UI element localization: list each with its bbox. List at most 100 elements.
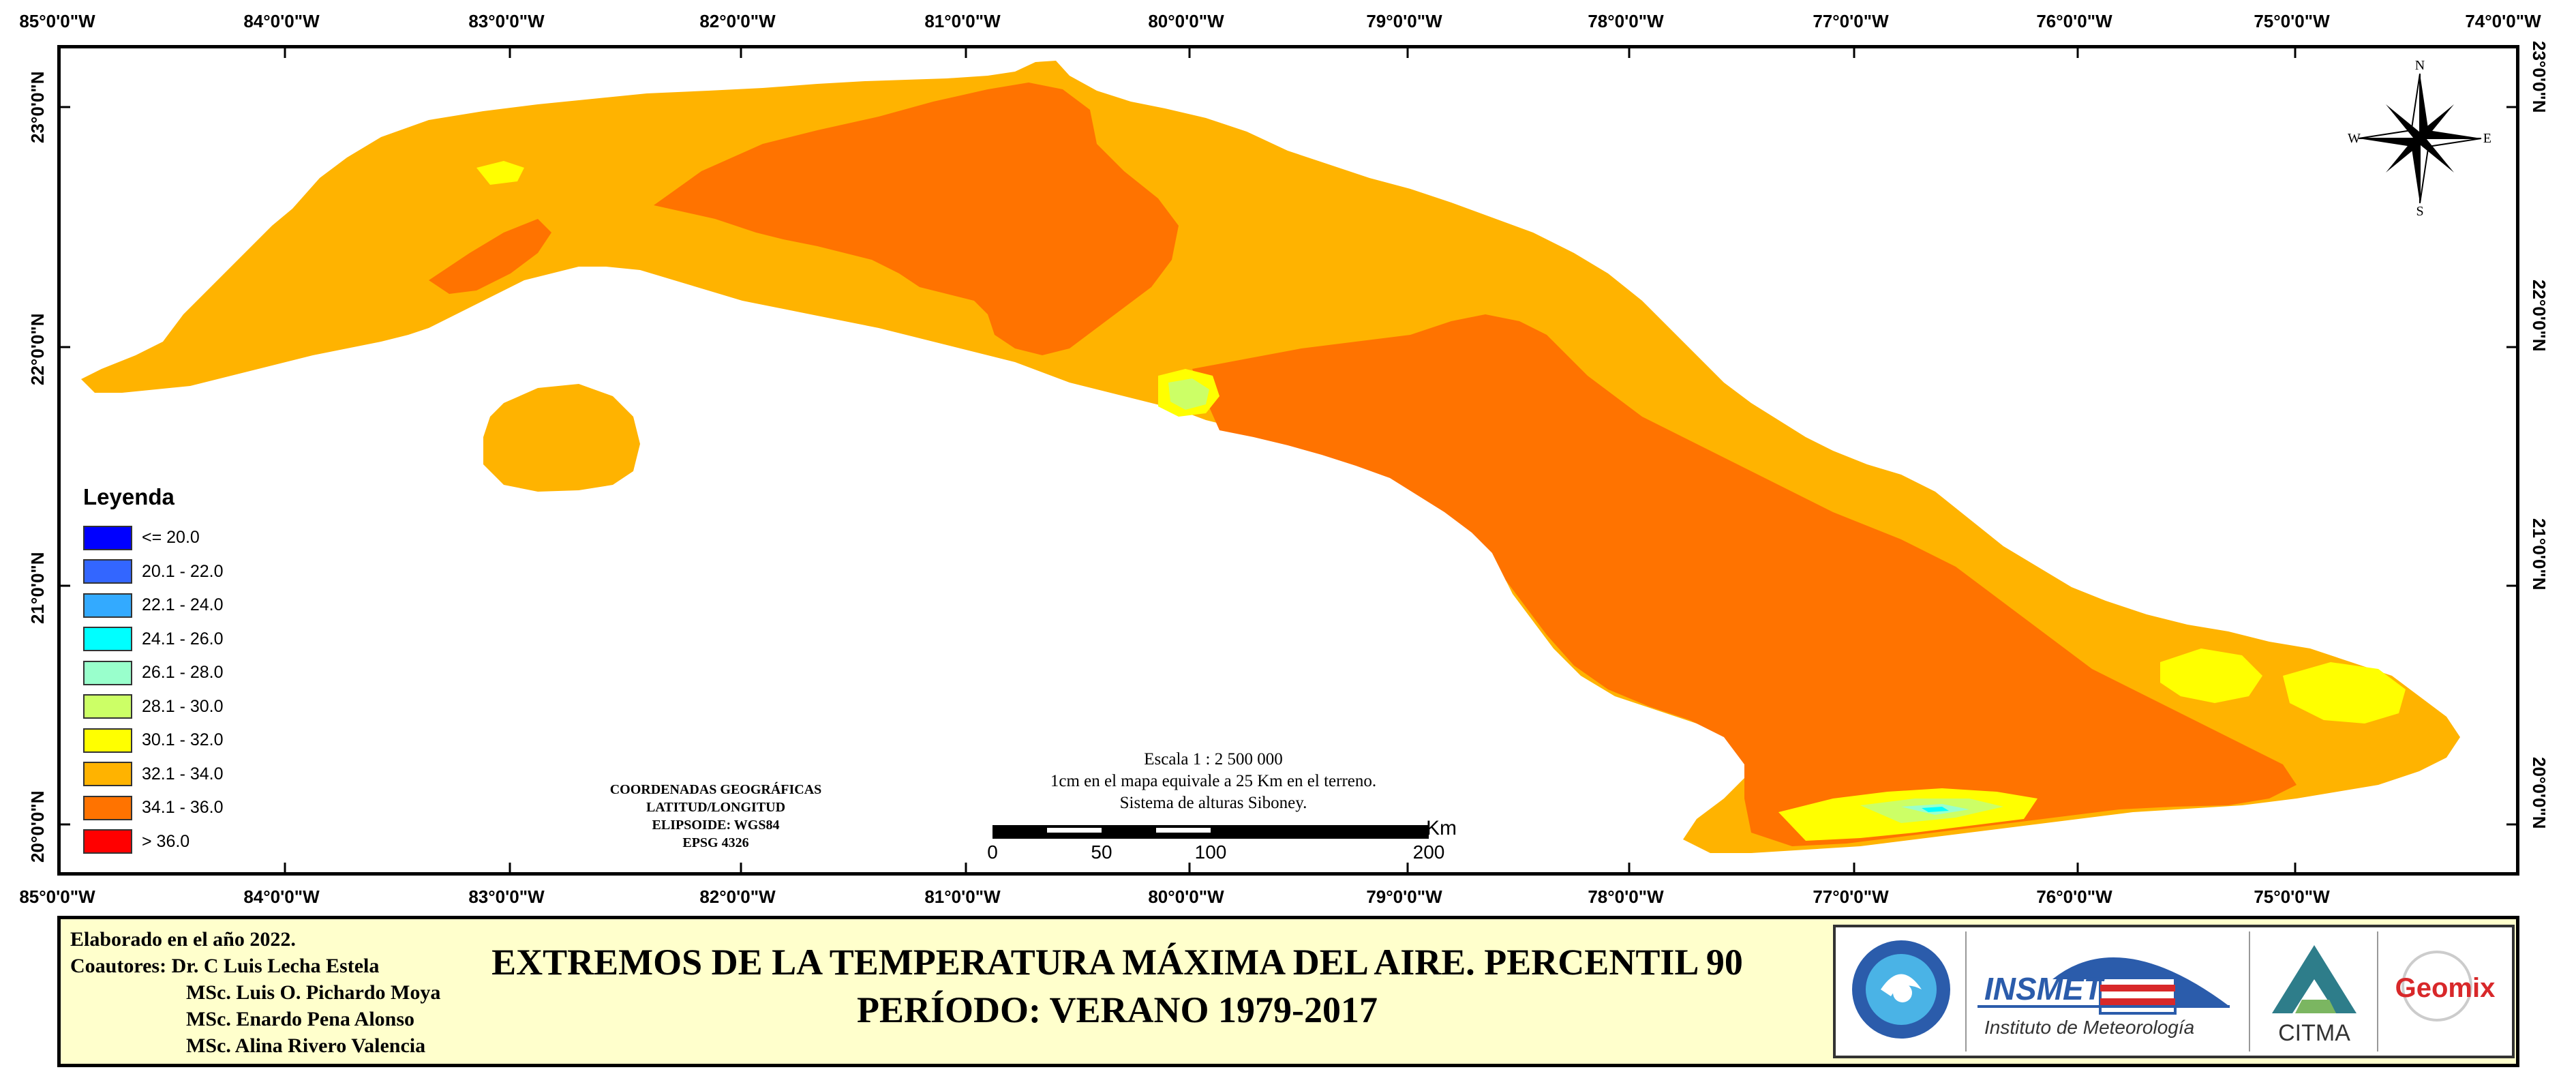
insmet-logo: INSMET Instituto de Meteorología xyxy=(1971,931,2250,1051)
lon-label-bottom: 85°0'0"W xyxy=(19,886,95,907)
legend-swatch xyxy=(83,762,132,787)
lon-label-bottom: 76°0'0"W xyxy=(2036,886,2112,907)
lat-label-right: 21°0'0"N xyxy=(2529,518,2549,591)
legend-item: 34.1 - 36.0 xyxy=(83,791,260,825)
zone-34-36-camaguey xyxy=(1192,314,2297,846)
lon-label-top: 85°0'0"W xyxy=(19,11,95,31)
scale-tick-label: 50 xyxy=(1091,841,1112,863)
lon-label-bottom: 81°0'0"W xyxy=(924,886,1001,907)
scale-tick-label: 0 xyxy=(987,841,998,863)
citma-logo: CITMA xyxy=(2254,931,2378,1051)
lat-label-left: 21°0'0"N xyxy=(27,552,48,624)
lat-label-left: 20°0'0"N xyxy=(27,790,48,863)
credits: Elaborado en el año 2022. Coautores: Dr.… xyxy=(70,926,440,1059)
legend-label: 22.1 - 24.0 xyxy=(142,595,224,615)
zone-34-36-central xyxy=(654,83,1179,355)
zone-30-32-east-1 xyxy=(2160,648,2262,703)
svg-text:Instituto de Meteorología: Instituto de Meteorología xyxy=(1984,1017,2194,1038)
lon-label-bottom: 83°0'0"W xyxy=(468,886,545,907)
compass-e: E xyxy=(2483,131,2491,146)
zone-34-36-west xyxy=(429,219,551,294)
legend-label: <= 20.0 xyxy=(142,528,200,548)
lon-label-bottom: 80°0'0"W xyxy=(1148,886,1224,907)
zone-24-26-sierra xyxy=(1922,807,1949,812)
legend-label: 20.1 - 22.0 xyxy=(142,561,224,581)
coauthor-line: MSc. Alina Rivero Valencia xyxy=(186,1034,426,1057)
legend-label: 24.1 - 26.0 xyxy=(142,629,224,648)
cuba-temperature-map[interactable] xyxy=(61,48,2516,872)
lat-label-right: 22°0'0"N xyxy=(2529,280,2549,352)
coords-line: ELIPSOIDE: WGS84 xyxy=(652,818,780,833)
legend-item: 28.1 - 30.0 xyxy=(83,690,260,724)
legend-swatch xyxy=(83,728,132,753)
coauthor-line: MSc. Enardo Pena Alonso xyxy=(186,1008,415,1030)
lon-label-bottom: 84°0'0"W xyxy=(243,886,320,907)
title-line: EXTREMOS DE LA TEMPERATURA MÁXIMA DEL AI… xyxy=(491,942,1743,983)
legend-swatch xyxy=(83,660,132,685)
coauthor-line: MSc. Luis O. Pichardo Moya xyxy=(186,981,441,1004)
lon-label-top: 76°0'0"W xyxy=(2036,11,2112,31)
legend-item: 30.1 - 32.0 xyxy=(83,724,260,758)
map-footer: Elaborado en el año 2022. Coautores: Dr.… xyxy=(57,916,2519,1067)
institution-logos: INSMET Instituto de Meteorología CITMA G… xyxy=(1833,925,2515,1058)
lon-label-bottom: 78°0'0"W xyxy=(1588,886,1664,907)
legend-label: 34.1 - 36.0 xyxy=(142,798,224,818)
legend-item: 22.1 - 24.0 xyxy=(83,588,260,623)
map-frame[interactable] xyxy=(57,45,2519,876)
lat-label-left: 22°0'0"N xyxy=(27,313,48,385)
lon-label-top: 81°0'0"W xyxy=(924,11,1001,31)
lat-label-left: 23°0'0"N xyxy=(27,71,48,143)
lon-label-top: 74°0'0"W xyxy=(2465,11,2541,31)
lon-label-top: 84°0'0"W xyxy=(243,11,320,31)
coords-line: EPSG 4326 xyxy=(682,835,749,850)
zone-28-30-escambray xyxy=(1168,378,1209,410)
lat-label-right: 23°0'0"N xyxy=(2529,41,2549,113)
legend-label: 30.1 - 32.0 xyxy=(142,730,224,750)
legend-label: 26.1 - 28.0 xyxy=(142,663,224,683)
coordinate-system-info: COORDENADAS GEOGRÁFICAS LATITUD/LONGITUD… xyxy=(586,781,845,852)
lon-label-bottom: 82°0'0"W xyxy=(699,886,776,907)
svg-text:INSMET: INSMET xyxy=(1984,971,2106,1006)
scale-line: Sistema de alturas Siboney. xyxy=(1119,794,1307,812)
legend-swatch xyxy=(83,694,132,719)
lon-label-top: 80°0'0"W xyxy=(1148,11,1224,31)
legend-title: Leyenda xyxy=(83,484,175,509)
lon-label-top: 77°0'0"W xyxy=(1813,11,1889,31)
legend-item: 32.1 - 34.0 xyxy=(83,758,260,792)
lon-label-bottom: 75°0'0"W xyxy=(2254,886,2330,907)
legend-label: > 36.0 xyxy=(142,831,190,851)
compass-rose-icon: N S E W xyxy=(2348,60,2491,217)
svg-text:CITMA: CITMA xyxy=(2278,1020,2350,1046)
coords-line: COORDENADAS GEOGRÁFICAS xyxy=(609,782,822,797)
coauthor-line: Coautores: Dr. C Luis Lecha Estela xyxy=(70,955,380,977)
geomix-logo: Geomix xyxy=(2382,931,2509,1051)
lon-label-bottom: 77°0'0"W xyxy=(1813,886,1889,907)
zone-30-32-east-2 xyxy=(2283,662,2406,724)
lon-label-bottom: 79°0'0"W xyxy=(1366,886,1442,907)
map-legend: Leyenda <= 20.0 20.1 - 22.0 22.1 - 24.0 24.… xyxy=(83,484,260,859)
lon-label-top: 83°0'0"W xyxy=(468,11,545,31)
legend-label: 32.1 - 34.0 xyxy=(142,764,224,784)
legend-item: > 36.0 xyxy=(83,825,260,859)
elaborado-text: Elaborado en el año 2022. xyxy=(70,928,296,951)
legend-item: 24.1 - 26.0 xyxy=(83,623,260,657)
compass-s: S xyxy=(2416,204,2423,217)
legend-swatch xyxy=(83,829,132,854)
scale-tick-label: 200 xyxy=(1412,841,1445,863)
scale-line: 1cm en el mapa equivale a 25 Km en el te… xyxy=(1050,772,1377,790)
legend-label: 28.1 - 30.0 xyxy=(142,696,224,716)
legend-swatch xyxy=(83,795,132,820)
lon-label-top: 78°0'0"W xyxy=(1588,11,1664,31)
graticule-ticks xyxy=(61,48,2516,872)
compass-n: N xyxy=(2415,60,2425,73)
map-title: EXTREMOS DE LA TEMPERATURA MÁXIMA DEL AI… xyxy=(470,938,1765,1034)
scale-bar xyxy=(992,825,1429,839)
legend-swatch xyxy=(83,559,132,584)
title-line: PERÍODO: VERANO 1979-2017 xyxy=(856,989,1378,1030)
legend-swatch xyxy=(83,525,132,550)
lon-label-top: 79°0'0"W xyxy=(1366,11,1442,31)
scale-tick-label: 100 xyxy=(1194,841,1227,863)
zone-30-32-nw xyxy=(476,161,524,185)
svg-text:Geomix: Geomix xyxy=(2395,973,2496,1003)
legend-swatch xyxy=(83,593,132,618)
